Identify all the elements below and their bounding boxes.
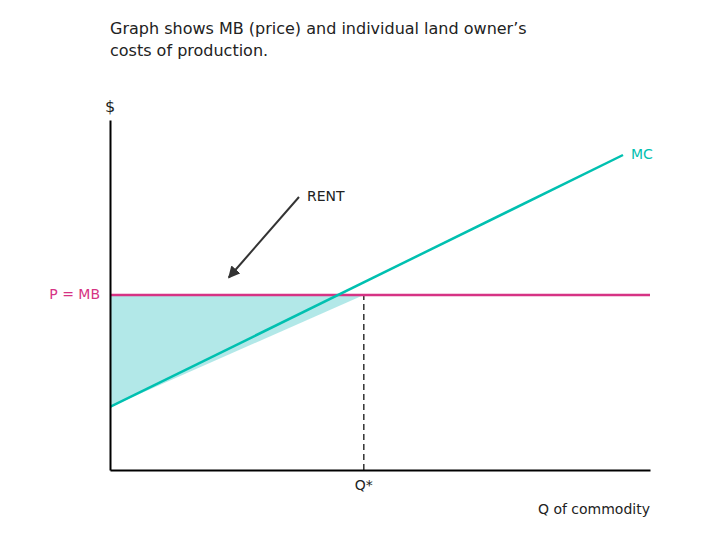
y-axis-line — [110, 121, 112, 471]
series-line — [110, 155, 623, 407]
series-label: P = MB — [49, 286, 100, 302]
x-axis-line — [111, 470, 651, 472]
series-line — [110, 294, 650, 297]
annotation: RENT — [307, 188, 345, 204]
reference-line-label: Q* — [355, 477, 373, 493]
reference-line — [363, 295, 365, 470]
plot-area — [110, 155, 650, 470]
series-label: MC — [631, 146, 653, 162]
x-axis-label: Q of commodity — [538, 501, 650, 517]
title: Graph shows MB (price) and individual la… — [110, 19, 527, 38]
x-axis — [111, 470, 651, 471]
annotation-arrow — [229, 197, 299, 278]
y-axis — [110, 121, 111, 471]
chart: Graph shows MB (price) and individual la… — [0, 0, 720, 540]
shaded-area — [110, 295, 364, 407]
y-axis-label: $ — [105, 97, 115, 116]
title: costs of production. — [110, 41, 268, 60]
